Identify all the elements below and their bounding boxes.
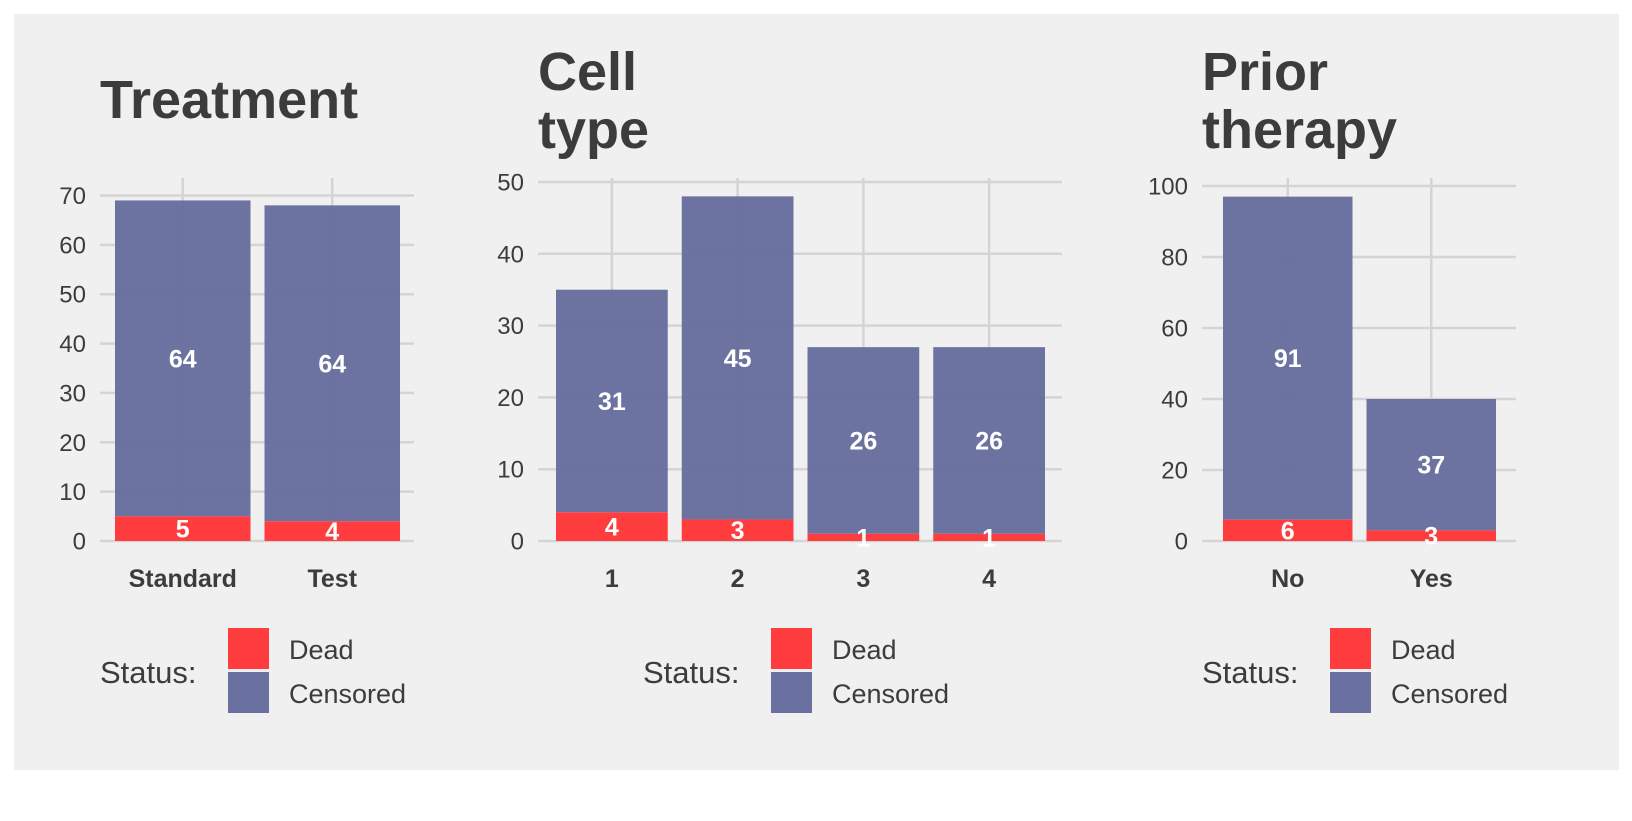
legend-label-censored: Censored xyxy=(832,679,949,709)
legend-title: Status: xyxy=(100,655,197,690)
data-label-dead: 1 xyxy=(856,524,870,552)
data-label-censored: 64 xyxy=(318,350,346,378)
y-tick-label: 0 xyxy=(511,529,524,556)
legend-label-dead: Dead xyxy=(1391,635,1456,665)
data-label-dead: 1 xyxy=(982,524,996,552)
x-tick-label: Test xyxy=(307,565,357,593)
data-label-censored: 26 xyxy=(975,427,1003,455)
y-tick-label: 80 xyxy=(1161,245,1188,272)
data-label-censored: 91 xyxy=(1274,345,1302,373)
y-tick-label: 50 xyxy=(59,282,86,309)
data-label-censored: 37 xyxy=(1417,452,1445,480)
y-tick-label: 30 xyxy=(497,313,524,340)
legend-key-censored xyxy=(228,672,269,713)
data-label-dead: 4 xyxy=(605,514,619,542)
chart-title: Treatment xyxy=(100,70,358,130)
y-tick-label: 10 xyxy=(59,479,86,506)
bar-dead xyxy=(1366,530,1496,541)
y-tick-label: 20 xyxy=(497,385,524,412)
y-tick-label: 70 xyxy=(59,183,86,210)
bar-censored xyxy=(681,196,794,520)
chart-panel-1: 0 10 20 30 40 50 60 70 64 5 Standard 64 4 Test Treatme… xyxy=(14,14,451,770)
x-tick-label: Standard xyxy=(129,565,237,593)
x-tick-label: Yes xyxy=(1410,565,1453,593)
data-label-censored: 64 xyxy=(169,345,197,373)
bar-dead xyxy=(681,519,794,541)
y-tick-label: 50 xyxy=(497,170,524,197)
y-tick-label: 0 xyxy=(73,529,86,556)
data-label-dead: 5 xyxy=(176,516,190,544)
legend-label-dead: Dead xyxy=(289,635,354,665)
x-tick-label: 1 xyxy=(605,565,619,593)
legend-label-dead: Dead xyxy=(832,635,897,665)
data-label-censored: 26 xyxy=(849,427,877,455)
x-tick-label: 4 xyxy=(982,565,996,593)
chart-title: therapy xyxy=(1202,100,1397,160)
bar-censored xyxy=(1223,196,1353,520)
legend-key-dead xyxy=(228,628,269,669)
chart-title: Cell xyxy=(538,42,637,102)
bar-censored xyxy=(264,205,400,522)
legend-key-dead xyxy=(1330,628,1371,669)
y-tick-label: 40 xyxy=(59,331,86,358)
y-tick-label: 60 xyxy=(59,232,86,259)
bar-censored xyxy=(933,347,1045,534)
y-tick-label: 30 xyxy=(59,380,86,407)
y-tick-label: 100 xyxy=(1148,174,1188,201)
bar-dead xyxy=(264,521,400,541)
y-tick-label: 40 xyxy=(1161,387,1188,414)
y-tick-label: 0 xyxy=(1175,529,1188,556)
legend-key-dead xyxy=(771,628,812,669)
bar-censored xyxy=(1366,399,1496,531)
data-label-censored: 31 xyxy=(598,388,626,416)
y-tick-label: 10 xyxy=(497,457,524,484)
bar-censored xyxy=(556,289,668,513)
y-tick-label: 40 xyxy=(497,241,524,268)
bar-dead xyxy=(115,516,251,541)
bar-censored xyxy=(115,200,251,517)
x-tick-label: No xyxy=(1271,565,1304,593)
legend-key-censored xyxy=(1330,672,1371,713)
chart-title: type xyxy=(538,100,649,160)
bar-censored xyxy=(807,347,920,534)
y-tick-label: 60 xyxy=(1161,316,1188,343)
legend-title: Status: xyxy=(643,655,740,690)
legend-label-censored: Censored xyxy=(289,679,406,709)
data-label-dead: 6 xyxy=(1281,517,1295,545)
data-label-censored: 45 xyxy=(724,345,752,373)
data-label-dead: 3 xyxy=(731,517,745,545)
legend-title: Status: xyxy=(1202,655,1299,690)
chart-title: Prior xyxy=(1202,42,1328,102)
bar-dead xyxy=(1223,519,1353,541)
data-label-dead: 4 xyxy=(325,518,339,546)
bar-dead xyxy=(807,533,920,541)
data-label-dead: 3 xyxy=(1424,523,1438,551)
y-tick-label: 20 xyxy=(59,430,86,457)
legend-key-censored xyxy=(771,672,812,713)
bar-dead xyxy=(933,533,1045,541)
legend-label-censored: Censored xyxy=(1391,679,1508,709)
y-tick-label: 20 xyxy=(1161,458,1188,485)
x-tick-label: 3 xyxy=(856,565,870,593)
x-tick-label: 2 xyxy=(731,565,745,593)
bar-dead xyxy=(556,512,668,541)
